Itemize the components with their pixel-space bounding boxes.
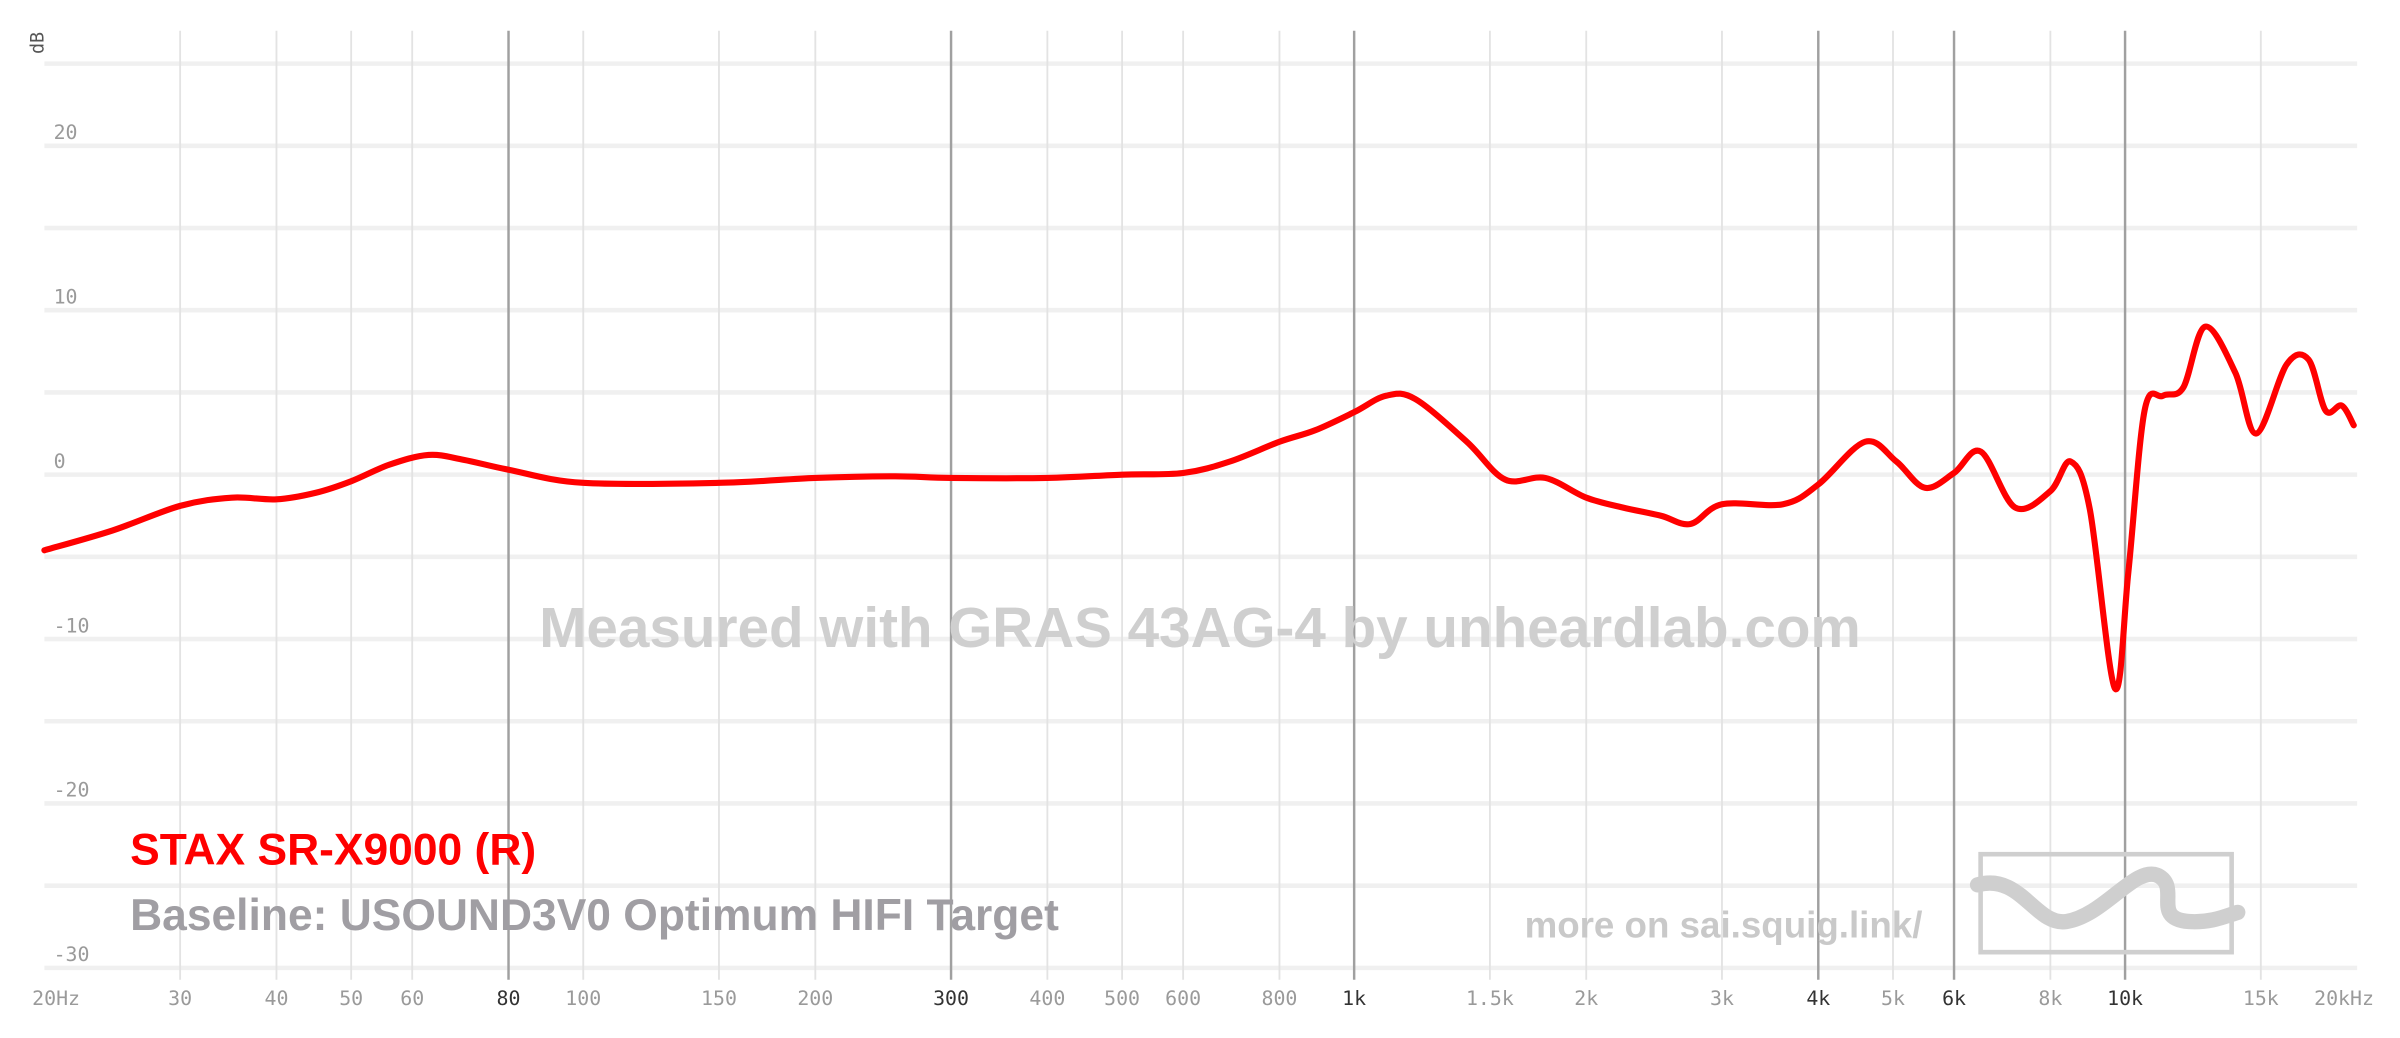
x-tick-label: 1.5k (1466, 987, 1514, 1010)
y-tick-label: 10 (54, 285, 78, 308)
x-tick-label: 200 (797, 987, 833, 1010)
x-tick-label: 50 (339, 987, 363, 1010)
x-tick-label: 2k (1574, 987, 1598, 1010)
x-tick-label: 30 (168, 987, 192, 1010)
logo-wave (1969, 866, 2246, 930)
x-tick-label: 300 (933, 987, 969, 1010)
x-tick-label: 20kHz (2314, 987, 2374, 1010)
x-tick-label: 600 (1165, 987, 1201, 1010)
baseline-label: Baseline: USOUND3V0 Optimum HIFI Target (130, 891, 1059, 940)
y-tick-label: -30 (54, 943, 90, 966)
x-tick-label: 6k (1942, 987, 1966, 1010)
logo-frame (1978, 851, 2234, 955)
x-tick-label: 20Hz (32, 987, 80, 1010)
x-tick-label: 3k (1710, 987, 1734, 1010)
x-tick-label: 80 (497, 987, 521, 1010)
x-tick-label: 100 (565, 987, 601, 1010)
y-tick-label: 0 (54, 450, 66, 473)
x-tick-label: 5k (1881, 987, 1905, 1010)
footer-link: more on sai.squig.link/ (1525, 904, 1923, 945)
x-tick-label: 400 (1029, 987, 1065, 1010)
x-tick-label: 10k (2107, 987, 2143, 1010)
x-tick-label: 500 (1104, 987, 1140, 1010)
y-axis-label: dB (27, 32, 48, 54)
x-tick-label: 8k (2038, 987, 2062, 1010)
watermark: Measured with GRAS 43AG-4 by unheardlab.… (539, 597, 1861, 660)
legend-entry: STAX SR-X9000 (R) (130, 825, 536, 874)
x-tick-label: 150 (701, 987, 737, 1010)
y-tick-label: -10 (54, 614, 90, 637)
x-tick-label: 15k (2243, 987, 2279, 1010)
x-tick-label: 1k (1342, 987, 1366, 1010)
x-tick-label: 40 (264, 987, 288, 1010)
y-tick-label: 20 (54, 121, 78, 144)
logo (1969, 851, 2246, 955)
plot (41, 323, 2357, 693)
x-tick-label: 60 (400, 987, 424, 1010)
x-tick-label: 800 (1261, 987, 1297, 1010)
x-tick-label: 4k (1806, 987, 1830, 1010)
y-tick-label: -20 (54, 779, 90, 802)
series-line (41, 323, 2357, 693)
